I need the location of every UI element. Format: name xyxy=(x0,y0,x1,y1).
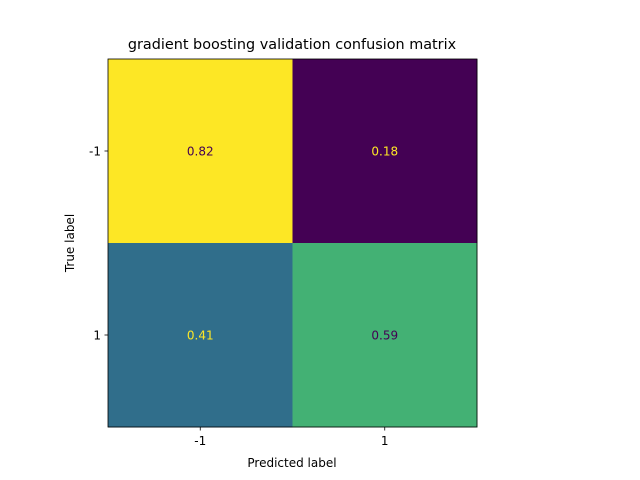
cell-value-label: 0.59 xyxy=(371,329,398,343)
x-tick-label: 1 xyxy=(381,434,389,448)
x-axis-ticks: -1 1 xyxy=(194,427,389,448)
heatmap-cell xyxy=(108,243,293,428)
x-axis-label: Predicted label xyxy=(247,456,336,470)
heatmap-cells xyxy=(108,59,478,428)
heatmap-cell-labels: 0.82 0.18 0.41 0.59 xyxy=(187,145,398,343)
y-tick-label: -1 xyxy=(89,145,101,159)
y-axis-label: True label xyxy=(63,214,77,273)
plot-frame xyxy=(107,58,478,428)
cell-value-label: 0.82 xyxy=(187,145,214,159)
heatmap-cell xyxy=(292,243,478,428)
x-tick-label: -1 xyxy=(194,434,206,448)
cell-value-label: 0.41 xyxy=(187,329,214,343)
y-axis-ticks: -1 1 xyxy=(89,145,108,343)
cell-value-label: 0.18 xyxy=(371,145,398,159)
chart-title: gradient boosting validation confusion m… xyxy=(128,37,457,53)
heatmap-cell xyxy=(292,59,478,244)
heatmap-cell xyxy=(108,59,293,244)
y-tick-label: 1 xyxy=(93,329,101,343)
